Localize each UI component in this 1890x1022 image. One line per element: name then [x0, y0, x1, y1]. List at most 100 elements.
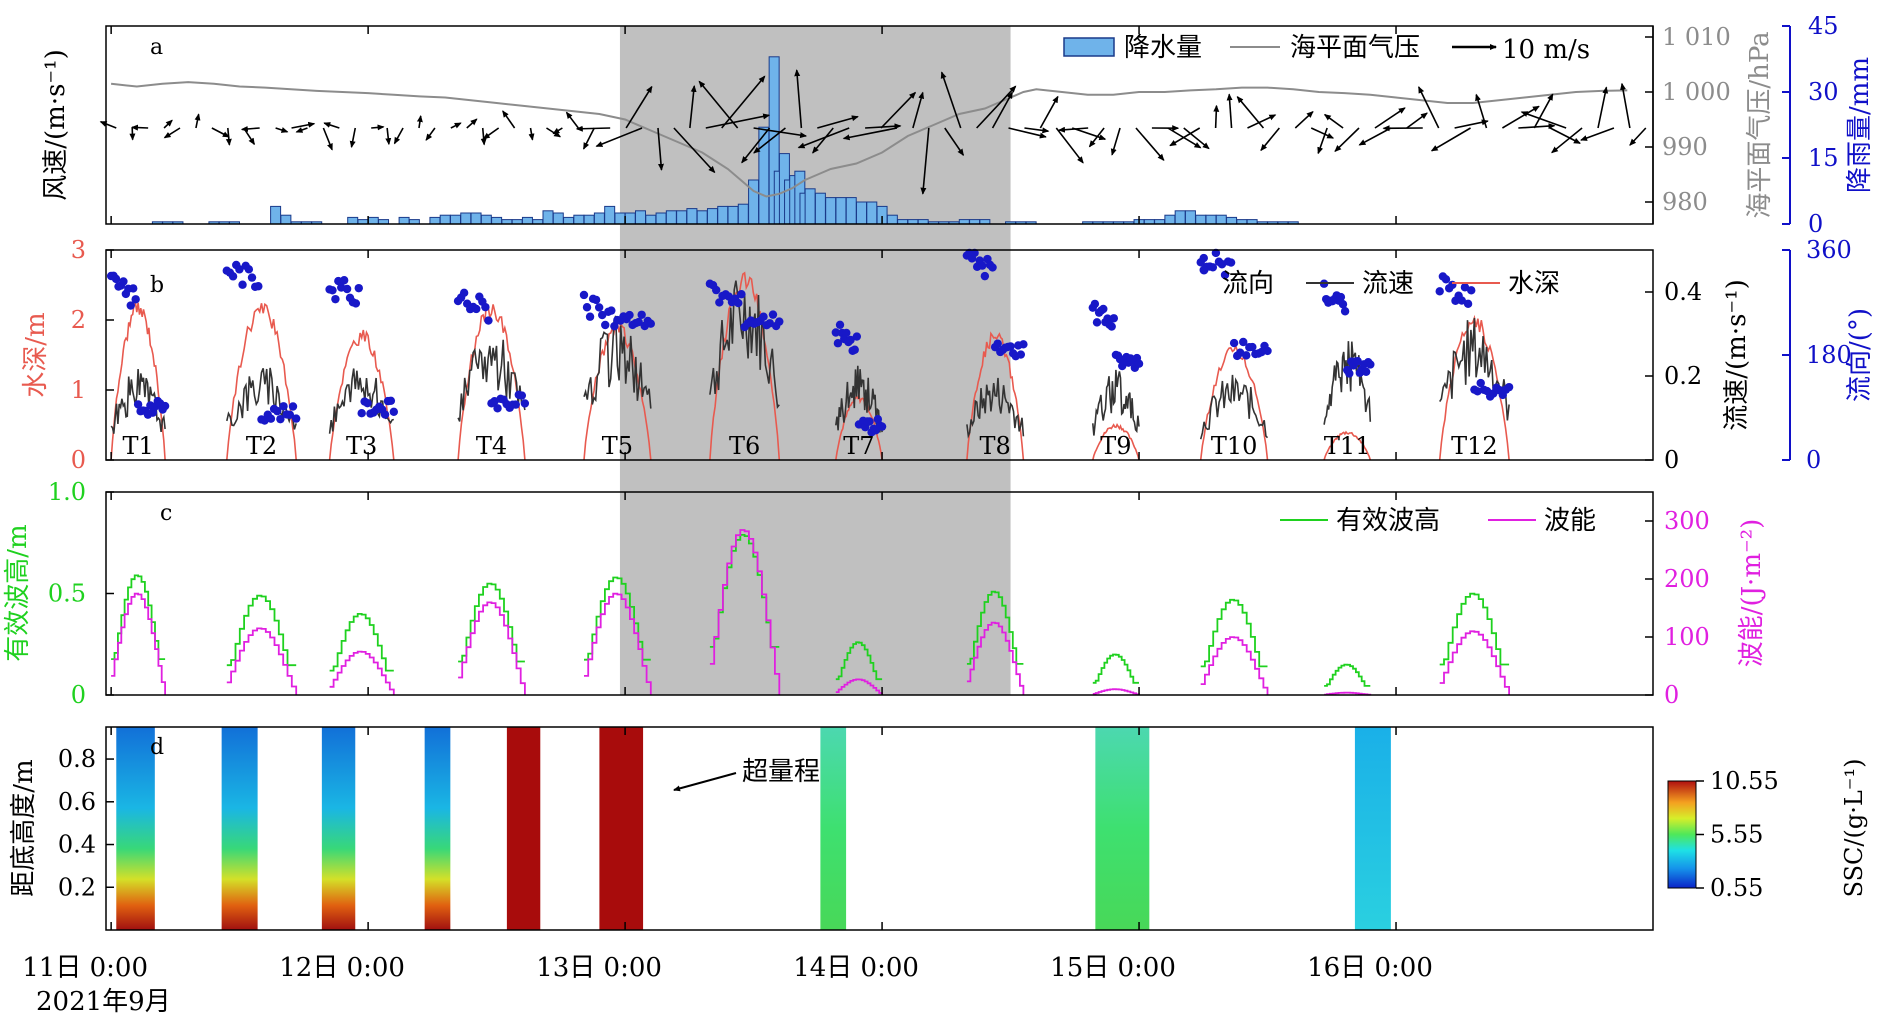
- rain-bar: [573, 214, 585, 225]
- panel-d-letter: d: [150, 735, 164, 760]
- direction-point: [1338, 300, 1348, 309]
- direction-point: [228, 272, 238, 281]
- wind-vector: [1502, 105, 1540, 129]
- direction-point: [273, 406, 282, 416]
- energy-axis: 0 100 200 300 波能/(J·m⁻²): [1645, 507, 1767, 709]
- colorbar-ticks: 10.55 5.55 0.55: [1696, 767, 1779, 902]
- direction-point: [846, 335, 855, 345]
- wind-vector: [817, 115, 859, 129]
- tide-label: T4: [476, 432, 507, 460]
- direction-point: [126, 301, 135, 310]
- wind-vector: [480, 127, 487, 146]
- direction-point: [765, 319, 775, 328]
- speed-axis: 0 0.2 0.4 流速/(m·s⁻¹): [1645, 278, 1752, 474]
- direction-point: [1242, 351, 1251, 360]
- wind-vector: [1374, 107, 1406, 129]
- direction-point: [354, 283, 363, 293]
- tide-label: T12: [1451, 432, 1498, 460]
- direction-point: [1092, 318, 1102, 327]
- rain-bar: [635, 210, 647, 225]
- wind-vector: [1024, 127, 1050, 134]
- direction-point: [993, 339, 1002, 348]
- hs-line: [111, 574, 166, 660]
- direction-point: [1019, 340, 1028, 349]
- speed-line: [457, 339, 526, 422]
- x-tick-label: 13日 0:00: [536, 953, 662, 983]
- wind-vector: [1088, 127, 1105, 148]
- direction-point: [775, 317, 784, 326]
- rain-bar: [727, 205, 739, 225]
- wind-vector: [920, 127, 930, 195]
- legend-rain-label: 降水量: [1124, 33, 1202, 63]
- direction-point: [637, 310, 646, 319]
- wind-vector: [1418, 86, 1440, 129]
- overrange-arrow: [673, 772, 737, 792]
- wind-vector: [812, 127, 834, 154]
- rain-bar: [367, 216, 379, 225]
- wind-vector: [194, 113, 201, 129]
- rain-ticks: 45 30 15 0: [1782, 12, 1839, 238]
- direction-point: [131, 295, 140, 304]
- direction-tick-label: 360: [1806, 236, 1852, 264]
- energy-tick-label: 200: [1664, 565, 1710, 593]
- direction-point: [1504, 382, 1514, 392]
- direction-point: [873, 415, 883, 424]
- direction-point: [970, 248, 979, 258]
- wind-vector: [502, 110, 516, 129]
- rain-bar: [655, 212, 667, 225]
- direction-point: [865, 417, 874, 426]
- rain-axis-label: 降雨量/mm: [1845, 57, 1875, 193]
- rain-bar: [717, 205, 729, 225]
- direction-point: [1345, 369, 1354, 378]
- rain-bar: [835, 197, 847, 225]
- panel-d-frame: [105, 726, 1654, 931]
- direction-point: [351, 299, 361, 308]
- rain-bar: [624, 212, 636, 225]
- wind-vector: [657, 127, 664, 171]
- panel-b-ylabel: 水深/m: [21, 312, 51, 397]
- direction-point: [1467, 286, 1476, 295]
- wind-vector: [1008, 127, 1047, 139]
- x-ticks: 11日 0:00 12日 0:00 13日 0:00 14日 0:00 15日 0:00…: [22, 26, 1433, 983]
- rain-bar: [804, 188, 816, 225]
- hs-tick-label: 0.5: [48, 580, 86, 608]
- wind-vector: [940, 71, 962, 129]
- rain-bar: [491, 216, 503, 225]
- direction-point: [1463, 299, 1473, 309]
- ssc-block: [116, 727, 155, 930]
- rain-bar: [460, 212, 472, 225]
- wind-vector: [1549, 127, 1581, 144]
- direction-point: [328, 286, 337, 295]
- speed-axis-label: 流速/(m·s⁻¹): [1722, 279, 1752, 430]
- x-tick-label: 16日 0:00: [1307, 953, 1433, 983]
- hs-tick-label: 0: [71, 681, 86, 709]
- colorbar-ramp: [1667, 780, 1697, 889]
- direction-point: [737, 290, 746, 299]
- speed-line: [835, 365, 883, 433]
- speed-line: [966, 377, 1025, 439]
- hs-line: [966, 590, 1024, 665]
- legend-depth-label: 水深: [1508, 269, 1560, 299]
- direction-point: [288, 402, 298, 411]
- wind-vector: [1055, 127, 1084, 164]
- pressure-tick-label: 1 010: [1662, 23, 1731, 51]
- speed-tick-label: 0: [1664, 446, 1679, 474]
- rain-tick-label: 30: [1808, 78, 1839, 106]
- direction-point: [254, 282, 263, 291]
- wind-vector: [1226, 93, 1233, 129]
- direction-point: [1226, 258, 1236, 267]
- direction-point: [238, 280, 247, 289]
- direction-point: [591, 295, 601, 305]
- wind-vector: [689, 84, 697, 129]
- direction-point: [1361, 367, 1371, 376]
- rain-bar: [604, 205, 616, 225]
- ssc-block: [820, 727, 847, 930]
- direction-point: [459, 288, 469, 298]
- ssc-block: [1354, 727, 1391, 930]
- wind-vector: [1520, 111, 1567, 129]
- direction-point: [1208, 263, 1218, 272]
- direction-point: [291, 414, 301, 423]
- x-tick-label: 15日 0:00: [1050, 953, 1176, 983]
